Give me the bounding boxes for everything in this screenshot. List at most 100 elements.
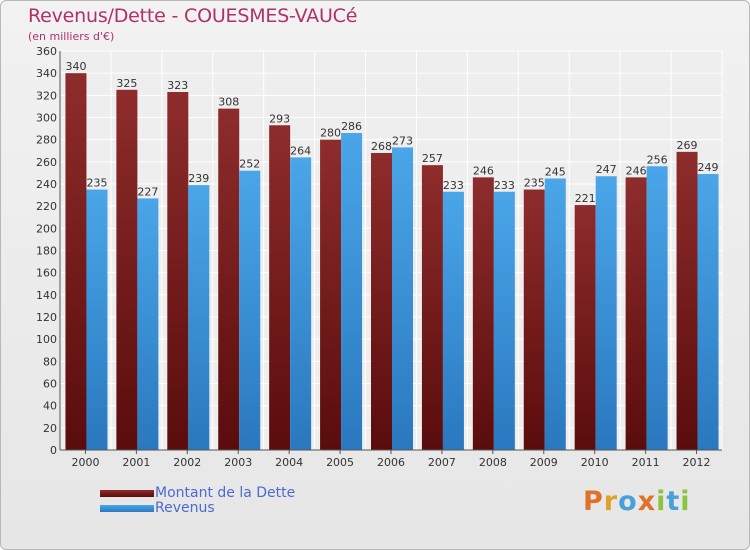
bar-dette — [269, 125, 291, 450]
legend-label-revenus: Revenus — [155, 500, 215, 516]
data-label-dette: 221 — [575, 192, 596, 205]
bar-dette — [472, 177, 494, 450]
y-tick-label: 320 — [36, 89, 57, 102]
x-tick-label: 2008 — [479, 456, 507, 469]
logo-letter: t — [666, 486, 681, 517]
y-tick-label: 40 — [43, 400, 57, 413]
y-tick-label: 100 — [36, 333, 57, 346]
x-tick-label: 2007 — [428, 456, 456, 469]
bar-dette — [116, 89, 138, 451]
y-tick-label: 140 — [36, 289, 57, 302]
bar-dette — [625, 177, 647, 450]
data-label-dette: 308 — [218, 96, 239, 109]
y-tick-label: 120 — [36, 311, 57, 324]
data-label-revenus: 245 — [545, 165, 566, 178]
chart-subtitle: (en milliers d'€) — [28, 30, 115, 43]
legend-label-dette: Montant de la Dette — [155, 485, 296, 501]
y-tick-label: 180 — [36, 245, 57, 258]
bar-revenus — [544, 178, 566, 451]
x-tick-label: 2001 — [122, 456, 150, 469]
bar-dette — [218, 108, 240, 450]
bar-revenus — [646, 166, 668, 450]
data-label-dette: 280 — [320, 127, 341, 140]
y-tick-label: 200 — [36, 222, 57, 235]
x-tick-label: 2000 — [71, 456, 99, 469]
data-label-revenus: 273 — [392, 134, 413, 147]
data-label-dette: 246 — [626, 164, 647, 177]
bar-dette — [676, 151, 698, 450]
x-tick-label: 2004 — [275, 456, 303, 469]
data-label-dette: 325 — [116, 77, 137, 90]
y-tick-label: 220 — [36, 200, 57, 213]
data-label-dette: 257 — [422, 152, 443, 165]
proxiti-logo: Proxiti — [583, 486, 691, 517]
bar-revenus — [239, 170, 261, 450]
y-tick-label: 360 — [36, 45, 57, 58]
x-tick-label: 2002 — [173, 456, 201, 469]
y-tick-label: 260 — [36, 156, 57, 169]
data-label-revenus: 256 — [647, 153, 668, 166]
bar-revenus — [442, 191, 464, 450]
logo-letter: P — [583, 486, 604, 517]
y-tick-label: 80 — [43, 355, 57, 368]
bar-dette — [421, 165, 443, 451]
bar-revenus — [392, 147, 413, 451]
y-tick-label: 340 — [36, 67, 57, 80]
data-label-dette: 268 — [371, 140, 392, 153]
data-label-dette: 235 — [524, 177, 545, 190]
bar-revenus — [137, 198, 159, 450]
logo-letter: x — [637, 486, 657, 517]
x-tick-label: 2010 — [581, 456, 609, 469]
chart-title: Revenus/Dette - COUESMES-VAUCé — [28, 5, 358, 27]
x-tick-label: 2006 — [377, 456, 405, 469]
bar-revenus — [290, 157, 312, 450]
x-tick-label: 2003 — [224, 456, 252, 469]
data-label-dette: 293 — [269, 112, 290, 125]
data-label-revenus: 227 — [137, 185, 158, 198]
bar-revenus — [697, 174, 719, 450]
y-tick-label: 300 — [36, 112, 57, 125]
x-tick-label: 2011 — [632, 456, 660, 469]
y-tick-label: 280 — [36, 134, 57, 147]
data-label-revenus: 239 — [188, 172, 209, 185]
y-tick-label: 20 — [43, 422, 57, 435]
bar-dette — [65, 73, 87, 451]
x-tick-label: 2005 — [326, 456, 354, 469]
axis-layer: 0 20 40 60 80 100 120 140 160 180 200 220 240 260 280 3… — [36, 45, 722, 469]
bars-layer — [65, 73, 719, 451]
y-tick-label: 0 — [50, 444, 57, 457]
y-tick-label: 160 — [36, 267, 57, 280]
x-tick-label: 2009 — [530, 456, 558, 469]
legend-swatch-revenus — [100, 505, 154, 512]
y-tick-label: 240 — [36, 178, 57, 191]
data-label-revenus: 264 — [290, 144, 311, 157]
logo-letter: o — [618, 486, 638, 517]
bar-revenus — [595, 176, 617, 450]
data-label-dette: 269 — [677, 139, 698, 152]
logo-letter: i — [680, 486, 691, 517]
data-label-revenus: 252 — [239, 158, 260, 171]
logo-letter: r — [603, 486, 619, 517]
bar-dette — [574, 205, 596, 450]
bar-revenus — [493, 191, 515, 450]
data-label-revenus: 233 — [443, 179, 464, 192]
y-tick-label: 60 — [43, 378, 57, 391]
data-label-revenus: 247 — [596, 163, 617, 176]
data-label-dette: 246 — [473, 164, 494, 177]
bar-dette — [371, 152, 392, 450]
x-tick-label: 2012 — [683, 456, 711, 469]
data-label-revenus: 233 — [494, 179, 515, 192]
data-label-dette: 340 — [65, 60, 86, 73]
data-label-revenus: 249 — [698, 161, 719, 174]
bar-revenus — [86, 189, 108, 450]
data-label-dette: 323 — [167, 79, 188, 92]
data-label-revenus: 286 — [341, 120, 362, 133]
bar-dette — [167, 92, 189, 450]
logo-letter: i — [656, 486, 667, 517]
bar-dette — [320, 139, 342, 450]
bar-revenus — [341, 133, 363, 450]
legend-swatch-dette — [100, 490, 154, 497]
bar-dette — [523, 189, 545, 450]
